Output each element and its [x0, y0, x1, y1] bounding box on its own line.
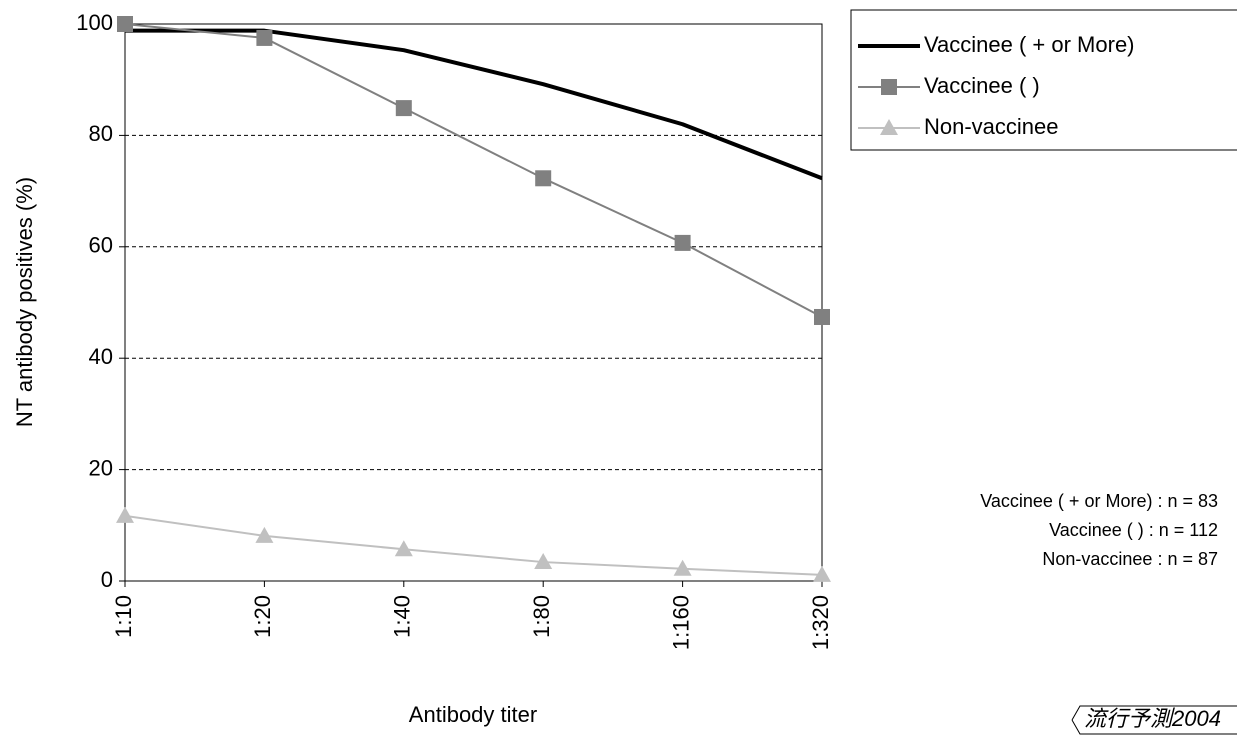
- x-tick-label: 1:20: [250, 595, 275, 638]
- x-tick-label: 1:160: [668, 595, 693, 650]
- series-line: [125, 28, 823, 181]
- y-tick-label: 40: [89, 344, 113, 369]
- annotation: Vaccinee ( + or More) : n = 83: [980, 491, 1218, 511]
- legend-label: Non-vaccinee: [924, 114, 1059, 139]
- marker: [534, 553, 553, 570]
- watermark-frame: [1071, 705, 1237, 735]
- y-tick-label: 100: [76, 10, 113, 35]
- watermark: 流行予測2004: [1084, 706, 1221, 731]
- marker: [116, 506, 134, 523]
- marker: [395, 100, 412, 117]
- legend-label: Vaccinee ( ): [924, 73, 1040, 98]
- annotation: Non-vaccinee : n = 87: [1042, 549, 1218, 569]
- y-tick-label: 20: [89, 455, 113, 480]
- x-axis-title: Antibody titer: [409, 702, 537, 727]
- series-line: [124, 23, 823, 318]
- marker: [256, 29, 273, 46]
- legend-box: [850, 9, 1237, 151]
- x-tick-label: 1:80: [529, 595, 554, 638]
- y-tick-label: 80: [89, 121, 113, 146]
- marker: [535, 170, 552, 187]
- marker: [881, 79, 897, 95]
- marker: [394, 540, 413, 557]
- y-axis-title: NT antibody positives (%): [12, 177, 37, 427]
- y-tick-label: 0: [101, 567, 113, 592]
- marker: [117, 16, 133, 32]
- plot-frame: [124, 23, 823, 582]
- marker: [813, 565, 831, 582]
- x-tick-label: 1:40: [390, 595, 415, 638]
- x-tick-label: 1:320: [808, 595, 833, 650]
- series-line: [124, 514, 823, 576]
- marker: [674, 234, 691, 251]
- legend-label: Vaccinee ( + or More): [924, 32, 1135, 57]
- marker: [255, 526, 274, 543]
- x-tick-label: 1:10: [111, 595, 136, 638]
- marker: [673, 559, 692, 576]
- marker: [880, 119, 898, 135]
- y-tick-label: 60: [89, 233, 113, 258]
- marker: [814, 308, 830, 325]
- annotation: Vaccinee ( ) : n = 112: [1049, 520, 1218, 540]
